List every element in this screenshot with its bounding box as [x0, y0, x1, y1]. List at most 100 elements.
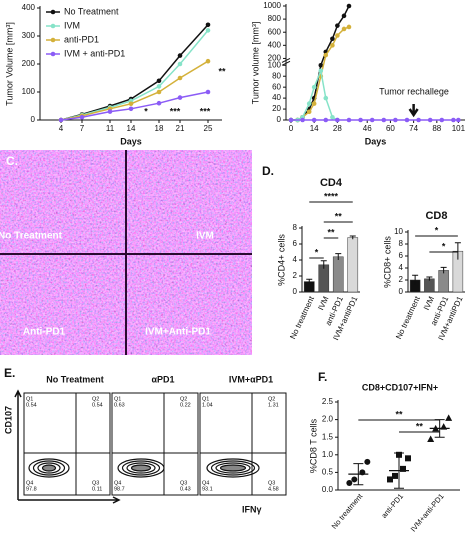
x-tick-label: 101: [452, 124, 466, 133]
legend-label: No Treatment: [64, 6, 119, 16]
data-point: [311, 84, 317, 90]
y-tick-label: 6: [293, 239, 298, 248]
y-tick-label: 8: [399, 239, 404, 248]
x-tick-label: 18: [155, 124, 164, 133]
y-tick-label: 0: [399, 287, 404, 296]
quadrant-value: 0.11: [92, 486, 102, 492]
x-tick-label: IVM: [316, 295, 330, 312]
contour: [28, 458, 70, 478]
contour: [130, 464, 152, 472]
contour: [206, 458, 260, 478]
significance-label: *: [435, 225, 439, 235]
quadrant-name: Q1: [26, 396, 33, 402]
bar: [347, 237, 359, 293]
flow-plot: [111, 392, 199, 496]
axis-label: IFNγ: [242, 504, 262, 514]
quadrant-value: 0.43: [180, 486, 191, 492]
data-point: [456, 117, 461, 123]
contour: [210, 460, 256, 476]
quadrant-name: Q4: [26, 480, 33, 486]
data-point: [392, 472, 398, 479]
x-tick-label: 4: [59, 124, 64, 133]
panel-label: E.: [4, 366, 15, 380]
x-tick-label: 0: [289, 124, 294, 133]
image-label: IVM: [196, 231, 214, 242]
significance-label: **: [395, 409, 403, 419]
data-point: [341, 26, 347, 32]
plot-title: αPD1: [151, 374, 174, 384]
plot-title: No Treatment: [46, 374, 104, 384]
chart-title: CD8: [425, 210, 447, 222]
data-point: [451, 117, 456, 123]
plot-title: IVM+αPD1: [229, 374, 273, 384]
quadrant-value: 4.58: [268, 486, 279, 492]
data-point: [416, 117, 421, 123]
axis-label: CD107: [3, 406, 13, 434]
series-line: [290, 5, 350, 121]
data-point: [177, 53, 183, 58]
y-tick-label: 0: [31, 115, 36, 124]
data-point: [156, 78, 162, 84]
data-point: [205, 58, 211, 64]
y-tick-label: 0.5: [322, 468, 334, 477]
data-point: [205, 28, 211, 33]
y-tick-label: 4: [293, 255, 298, 264]
y-tick-label: 400: [268, 40, 282, 49]
significance-label: **: [335, 211, 343, 221]
annotation: **: [218, 66, 226, 76]
significance-label: ****: [324, 191, 339, 201]
significance-label: *: [315, 247, 319, 257]
x-axis-label: Days: [120, 136, 142, 146]
panel-label: C.: [6, 154, 18, 168]
annotation: ***: [170, 106, 181, 116]
data-point: [369, 117, 375, 123]
y-axis-label: %CD8+ cells: [382, 236, 392, 288]
legend-marker: [50, 9, 56, 15]
data-point: [156, 100, 162, 106]
contour: [219, 464, 247, 472]
data-point: [79, 114, 85, 120]
error-bar: [426, 276, 433, 281]
data-point: [330, 36, 335, 42]
data-point: [387, 476, 393, 483]
bar: [318, 264, 330, 293]
error-bar: [412, 274, 419, 285]
bar: [332, 256, 344, 293]
data-point: [364, 458, 371, 465]
y-tick-label: 2: [293, 271, 298, 280]
x-tick-label: 25: [204, 124, 213, 133]
legend-label: anti-PD1: [64, 34, 99, 44]
contour: [121, 460, 161, 476]
data-point: [427, 435, 435, 442]
data-point: [58, 117, 64, 123]
bar: [424, 278, 435, 293]
data-point: [323, 95, 329, 101]
quadrant-value: 0.54: [26, 402, 37, 408]
image-label: Anti-PD1: [23, 327, 66, 338]
quadrant-name: Q2: [92, 396, 99, 402]
data-point: [346, 479, 353, 486]
axis-arrow: [14, 389, 121, 504]
data-point: [439, 117, 445, 123]
data-point: [107, 109, 113, 114]
x-tick-label: 14: [310, 124, 319, 133]
quadrant-value: 1.31: [268, 402, 279, 408]
legend-marker: [50, 51, 56, 57]
chart-title: CD4: [320, 177, 343, 189]
annotation: ***: [200, 106, 211, 116]
data-point: [128, 106, 134, 112]
y-tick-label: 60: [272, 82, 281, 91]
image-label: IVM+Anti-PD1: [145, 327, 211, 338]
data-point: [346, 117, 352, 123]
data-point: [346, 3, 352, 9]
x-axis-label: Days: [365, 136, 387, 146]
bar: [438, 270, 449, 293]
annotation: Tumor rechallege: [379, 86, 449, 96]
data-point: [177, 95, 183, 100]
y-axis-label: %CD4+ cells: [276, 234, 286, 286]
y-tick-label: 8: [293, 223, 298, 232]
image-label: No Treatment: [0, 231, 63, 242]
significance-label: *: [442, 241, 446, 251]
data-point: [306, 101, 312, 106]
y-tick-label: 1000: [263, 1, 281, 10]
